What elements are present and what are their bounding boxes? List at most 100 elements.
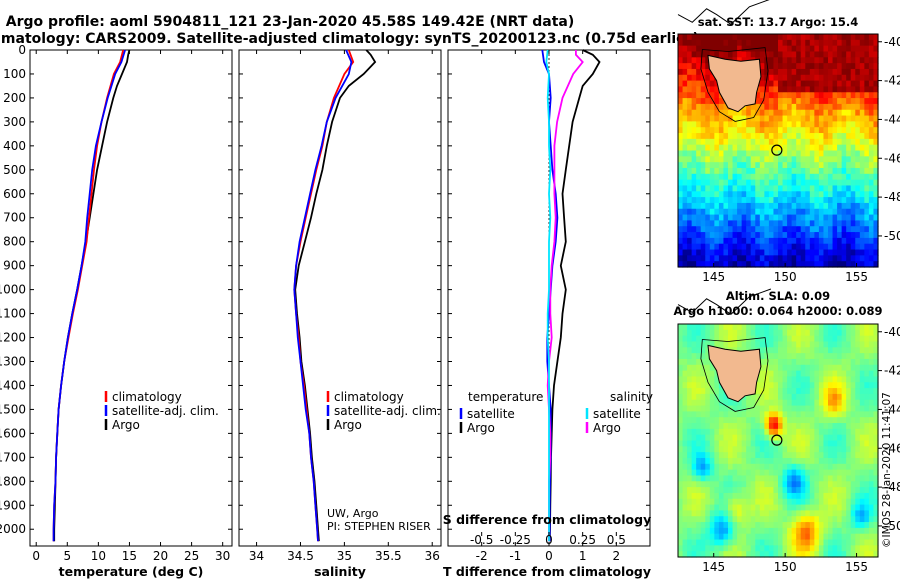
map-cell [728, 34, 734, 41]
map-cell [678, 45, 684, 53]
map-cell [696, 144, 702, 152]
map-cell [768, 226, 775, 233]
map-cell [855, 109, 861, 117]
map-cell [796, 329, 802, 337]
map-cell [864, 202, 870, 210]
map-cell [750, 452, 756, 459]
map-cell [737, 121, 743, 128]
map-cell [759, 115, 765, 122]
map-cell [855, 133, 861, 140]
map-cell [859, 469, 865, 477]
map-cell [678, 127, 684, 134]
map-cell [778, 86, 784, 93]
map-cell [691, 522, 697, 529]
map-cell [778, 237, 784, 245]
map-cell [800, 341, 806, 348]
map-cell [859, 57, 865, 64]
map-cell [705, 510, 711, 517]
map-cell [832, 347, 838, 354]
map-cell [846, 388, 852, 395]
map-cell [828, 347, 834, 354]
map-cell [787, 214, 793, 221]
map-cell [859, 249, 865, 256]
map-cell [755, 428, 761, 436]
map-cell [805, 34, 811, 41]
map-cell [850, 127, 856, 134]
map-cell [846, 516, 852, 523]
map-cell [773, 358, 779, 366]
map-cell [755, 527, 761, 535]
map-cell [832, 440, 838, 447]
map-cell [814, 527, 820, 535]
map-cell [823, 121, 829, 128]
map-cell [868, 469, 875, 477]
map-cell [773, 232, 779, 239]
map-cell [818, 249, 825, 256]
map-cell [864, 156, 870, 163]
map-cell [746, 162, 752, 169]
map-cell [764, 539, 770, 546]
map-cell [728, 440, 734, 447]
map-cell [818, 45, 825, 53]
map-cell [691, 103, 697, 111]
map-cell [823, 510, 829, 517]
map-cell [832, 475, 838, 482]
map-cell [718, 173, 725, 181]
map-cell [859, 498, 865, 506]
map-cell [691, 527, 697, 535]
map-cell [718, 475, 725, 482]
map-cell [691, 417, 697, 424]
map-cell [787, 463, 793, 471]
map-cell [841, 335, 847, 343]
map-cell [818, 138, 825, 146]
map-cell [746, 243, 752, 251]
map-cell [805, 376, 811, 383]
map-cell [796, 370, 802, 378]
map-cell [718, 498, 725, 506]
map-cell [682, 393, 688, 401]
map-cell [759, 51, 765, 58]
map-cell [832, 185, 838, 192]
map-cell [687, 45, 693, 53]
map-cell [768, 74, 775, 82]
map-cell [714, 133, 720, 140]
map-cell [764, 115, 770, 122]
map-cell [687, 382, 693, 389]
map-cell [809, 341, 815, 348]
s-tick-label: 0.5 [607, 533, 626, 547]
map-cell [759, 156, 765, 163]
map-cell [705, 191, 711, 198]
map-cell [700, 516, 706, 523]
map-cell [800, 452, 806, 459]
map-cell [859, 74, 865, 82]
map-cell [691, 434, 697, 442]
map-cell [809, 498, 815, 506]
map-cell [796, 185, 802, 192]
map-cell [868, 208, 875, 216]
map-cell [705, 144, 711, 152]
map-cell [828, 63, 834, 70]
map-cell [714, 115, 720, 122]
map-cell [696, 329, 702, 337]
map-cell [759, 127, 765, 134]
map-cell [741, 220, 747, 227]
map-cell [873, 150, 879, 157]
map-cell [696, 51, 702, 58]
map-cell [682, 440, 688, 447]
map-cell [800, 423, 806, 430]
map-cell [873, 504, 879, 511]
x-tick-label: 36 [425, 549, 440, 563]
map-cell [855, 232, 861, 239]
map-cell [791, 405, 797, 412]
map-cell [782, 191, 788, 198]
map-cell [718, 232, 725, 239]
map-cell [864, 428, 870, 436]
map-cell [859, 457, 865, 465]
map-cell [723, 324, 729, 331]
map-cell [759, 358, 765, 366]
map-cell [841, 214, 847, 221]
map-cell [687, 411, 693, 418]
map-cell [782, 150, 788, 157]
map-cell [759, 539, 765, 546]
map-cell [791, 237, 797, 245]
